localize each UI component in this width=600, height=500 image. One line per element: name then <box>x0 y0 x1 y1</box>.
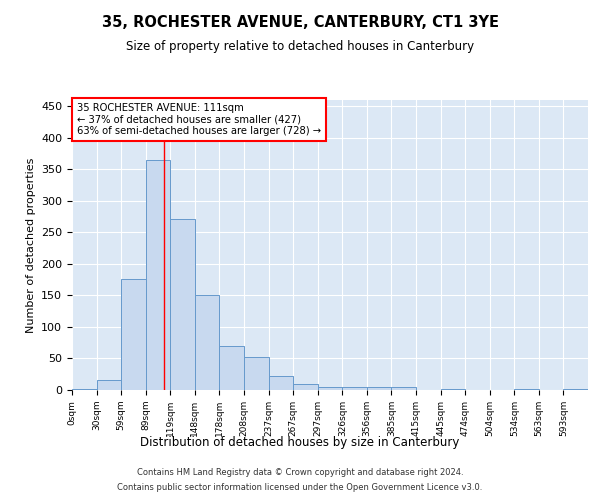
Bar <box>342 387 367 390</box>
Bar <box>440 388 465 390</box>
Text: Size of property relative to detached houses in Canterbury: Size of property relative to detached ho… <box>126 40 474 53</box>
Text: 35 ROCHESTER AVENUE: 111sqm
← 37% of detached houses are smaller (427)
63% of se: 35 ROCHESTER AVENUE: 111sqm ← 37% of det… <box>77 103 321 136</box>
Bar <box>293 384 318 390</box>
Bar <box>244 356 269 390</box>
Bar <box>367 387 391 390</box>
Text: Contains HM Land Registry data © Crown copyright and database right 2024.: Contains HM Land Registry data © Crown c… <box>137 468 463 477</box>
Text: 35, ROCHESTER AVENUE, CANTERBURY, CT1 3YE: 35, ROCHESTER AVENUE, CANTERBURY, CT1 3Y… <box>101 15 499 30</box>
Bar <box>121 279 146 390</box>
Bar <box>146 160 170 390</box>
Bar <box>391 387 416 390</box>
Bar <box>72 388 97 390</box>
Y-axis label: Number of detached properties: Number of detached properties <box>26 158 35 332</box>
Bar <box>170 218 195 390</box>
Bar <box>269 376 293 390</box>
Text: Distribution of detached houses by size in Canterbury: Distribution of detached houses by size … <box>140 436 460 449</box>
Bar <box>195 295 220 390</box>
Bar <box>97 380 121 390</box>
Text: Contains public sector information licensed under the Open Government Licence v3: Contains public sector information licen… <box>118 483 482 492</box>
Bar <box>220 346 244 390</box>
Bar <box>318 387 342 390</box>
